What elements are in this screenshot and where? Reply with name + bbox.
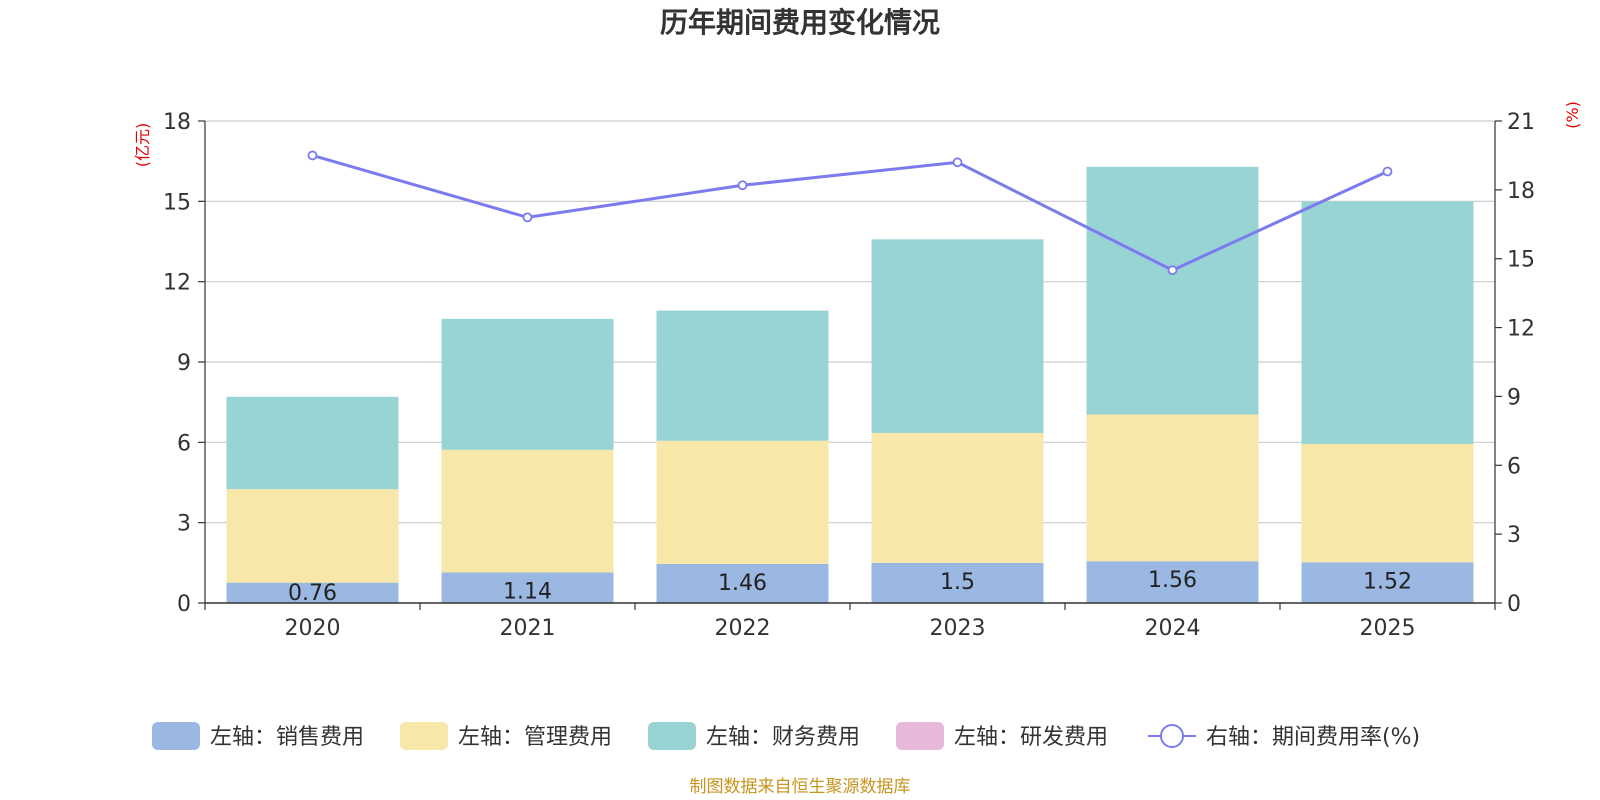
right-tick-label: 6 [1507,454,1521,479]
bar-segment [656,563,829,603]
bar-data-label: 0.76 [288,581,337,606]
bar-data-label: 1.5 [940,570,975,595]
rate-line-series [307,150,1393,276]
x-tick-label: 2020 [285,616,341,641]
left-tick-label: 15 [163,190,191,215]
right-tick-label: 9 [1507,385,1521,410]
rate-line [312,153,1389,272]
bar-segment [1301,562,1474,603]
bar-segment [871,432,1044,563]
legend-swatch [400,722,448,750]
bar-segment [656,310,829,441]
axes: 0 3 6 9 12 15 18 0 3 6 9 12 15 18 21 2020 2021 2022 2023 20… [163,110,1535,641]
right-tick-label: 3 [1507,523,1521,548]
right-tick-label: 12 [1507,317,1535,342]
bar-data-label: 1.56 [1148,568,1197,593]
rate-point [307,150,318,161]
right-tick-label: 21 [1507,110,1535,135]
legend-swatch [152,722,200,750]
right-axis-unit: (%) [1563,101,1582,129]
legend-item[interactable]: 左轴：销售费用 [152,722,364,750]
right-tick-label: 0 [1507,592,1521,617]
bar-segment [226,582,399,603]
bar-segment [871,239,1044,433]
x-tick-label: 2022 [715,616,771,641]
bar-segment [1086,414,1259,562]
left-tick-label: 12 [163,271,191,296]
bar-segment [656,440,829,564]
legend-item[interactable]: 右轴：期间费用率(%) [1148,724,1420,750]
bar-segment [871,562,1044,603]
bar-segment [1086,166,1259,415]
legend-swatch [648,722,696,750]
rate-point [737,180,748,191]
x-tick-label: 2024 [1145,616,1201,641]
rate-point [522,212,533,223]
legend-label: 左轴：销售费用 [210,725,364,750]
bar-segment [226,489,399,583]
x-tick-label: 2023 [930,616,986,641]
legend-label: 左轴：管理费用 [458,725,612,750]
x-tick-label: 2021 [500,616,556,641]
rate-point [1167,265,1178,276]
legend-label: 右轴：期间费用率(%) [1206,725,1420,750]
chart-title: 历年期间费用变化情况 [660,6,940,39]
bar-series: 0.76 1.14 1.46 1.5 1.56 1.52 [226,166,1474,606]
legend-label: 左轴：财务费用 [706,725,860,750]
left-tick-label: 18 [163,110,191,135]
bar-segment [441,572,614,603]
bar-segment [1301,201,1474,444]
bar-segment [441,318,614,450]
legend-label: 左轴：研发费用 [954,725,1108,750]
left-axis-unit: (亿元) [133,123,152,168]
rate-point [1382,166,1393,177]
bar-data-label: 1.14 [503,579,552,604]
rate-point [952,157,963,168]
legend[interactable]: 左轴：销售费用 左轴：管理费用 左轴：财务费用 左轴：研发费用 右轴：期间费用率(%) [152,722,1420,750]
left-tick-label: 9 [177,351,191,376]
legend-item[interactable]: 左轴：管理费用 [400,722,612,750]
bar-data-label: 1.52 [1363,569,1412,594]
legend-item[interactable]: 左轴：研发费用 [896,722,1108,750]
right-tick-label: 18 [1507,179,1535,204]
x-tick-label: 2025 [1360,616,1416,641]
bar-segment [226,396,399,490]
legend-item[interactable]: 左轴：财务费用 [648,722,860,750]
legend-marker [1160,724,1184,748]
bar-data-label: 1.46 [718,571,767,596]
bar-segment [441,449,614,573]
right-tick-label: 15 [1507,248,1535,273]
gridlines [205,120,1495,524]
bar-segment [1301,443,1474,563]
data-source-note: 制图数据来自恒生聚源数据库 [690,777,911,797]
legend-swatch [896,722,944,750]
bar-segment [1086,561,1259,603]
left-tick-label: 3 [177,512,191,537]
left-tick-label: 6 [177,431,191,456]
left-tick-label: 0 [177,592,191,617]
